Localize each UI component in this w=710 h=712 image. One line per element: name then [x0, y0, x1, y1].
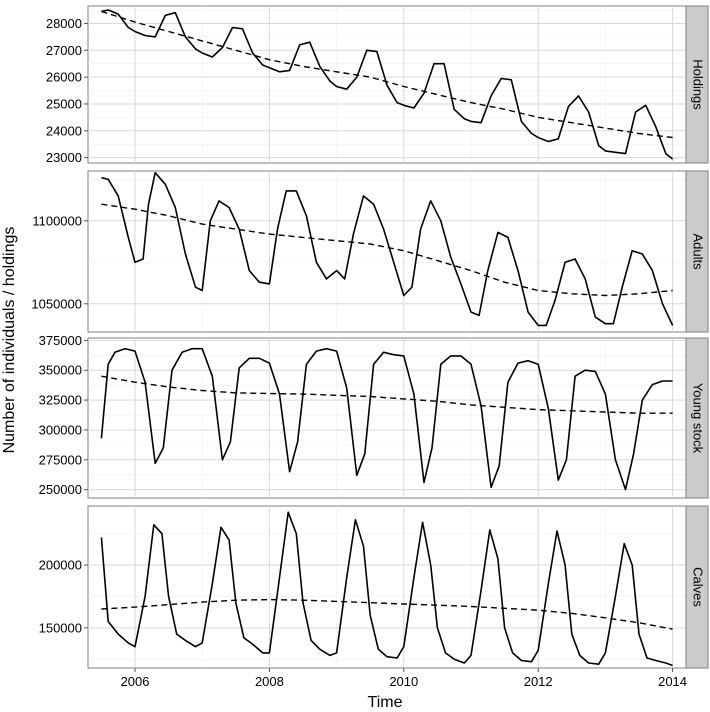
panel-background: [87, 170, 687, 333]
facet-strip: [685, 337, 709, 499]
y-tick-label: 350000: [39, 363, 82, 378]
y-axis-title: Number of individuals / holdings: [1, 227, 18, 454]
y-tick-label: 24000: [46, 123, 82, 138]
trend-line: [101, 203, 673, 297]
y-tick-label: 325000: [39, 393, 82, 408]
y-tick-label: 150000: [39, 620, 82, 635]
facet-strip-label: Young stock: [691, 383, 706, 454]
facet-strip-label: Holdings: [691, 59, 706, 110]
x-axis: 2006 2008 2010 2012 2014: [121, 668, 687, 689]
panel-background: [87, 337, 687, 499]
y-tick-label: 28000: [46, 16, 82, 31]
y-tick-label: 275000: [39, 452, 82, 467]
y-tick-label: 25000: [46, 96, 82, 111]
x-tick-label: 2012: [524, 674, 553, 689]
y-tick-label: 26000: [46, 70, 82, 85]
facet-strip: [685, 170, 709, 333]
panels-layer: 23000 24000 25000 26000 27000 28000 Holdings 10…: [31, 5, 709, 669]
y-tick-label: 200000: [39, 558, 82, 573]
panel-young-stock: 250000 275000 300000 325000 350000 375000 Youn…: [39, 333, 709, 499]
facet-strip: [685, 505, 709, 669]
y-tick-label: 375000: [39, 333, 82, 348]
observed-line: [101, 9, 674, 160]
x-tick-label: 2008: [255, 674, 284, 689]
observed-line: [100, 347, 673, 491]
x-tick-label: 2006: [121, 674, 150, 689]
y-tick-label: 300000: [39, 422, 82, 437]
x-tick-label: 2014: [658, 674, 687, 689]
y-tick-label: 250000: [39, 482, 82, 497]
x-tick-label: 2010: [389, 674, 418, 689]
facet-strip-label: Adults: [691, 233, 706, 270]
observed-line: [101, 171, 674, 327]
facet-strip: [685, 5, 709, 164]
panel-background: [87, 505, 687, 669]
trend-line: [101, 10, 673, 139]
trend-line: [101, 598, 673, 630]
y-tick-label: 1050000: [31, 296, 82, 311]
panel-calves: 150000 200000 Calves: [39, 505, 709, 669]
y-tick-label: 23000: [46, 150, 82, 165]
x-axis-title: Time: [368, 694, 403, 711]
panel-adults: 1050000 1100000 Adults: [31, 170, 709, 333]
panel-holdings: 23000 24000 25000 26000 27000 28000 Holdings: [46, 5, 709, 165]
observed-line: [100, 511, 673, 667]
y-tick-label: 27000: [46, 43, 82, 58]
facet-strip-label: Calves: [691, 567, 706, 607]
y-tick-label: 1100000: [32, 213, 82, 228]
